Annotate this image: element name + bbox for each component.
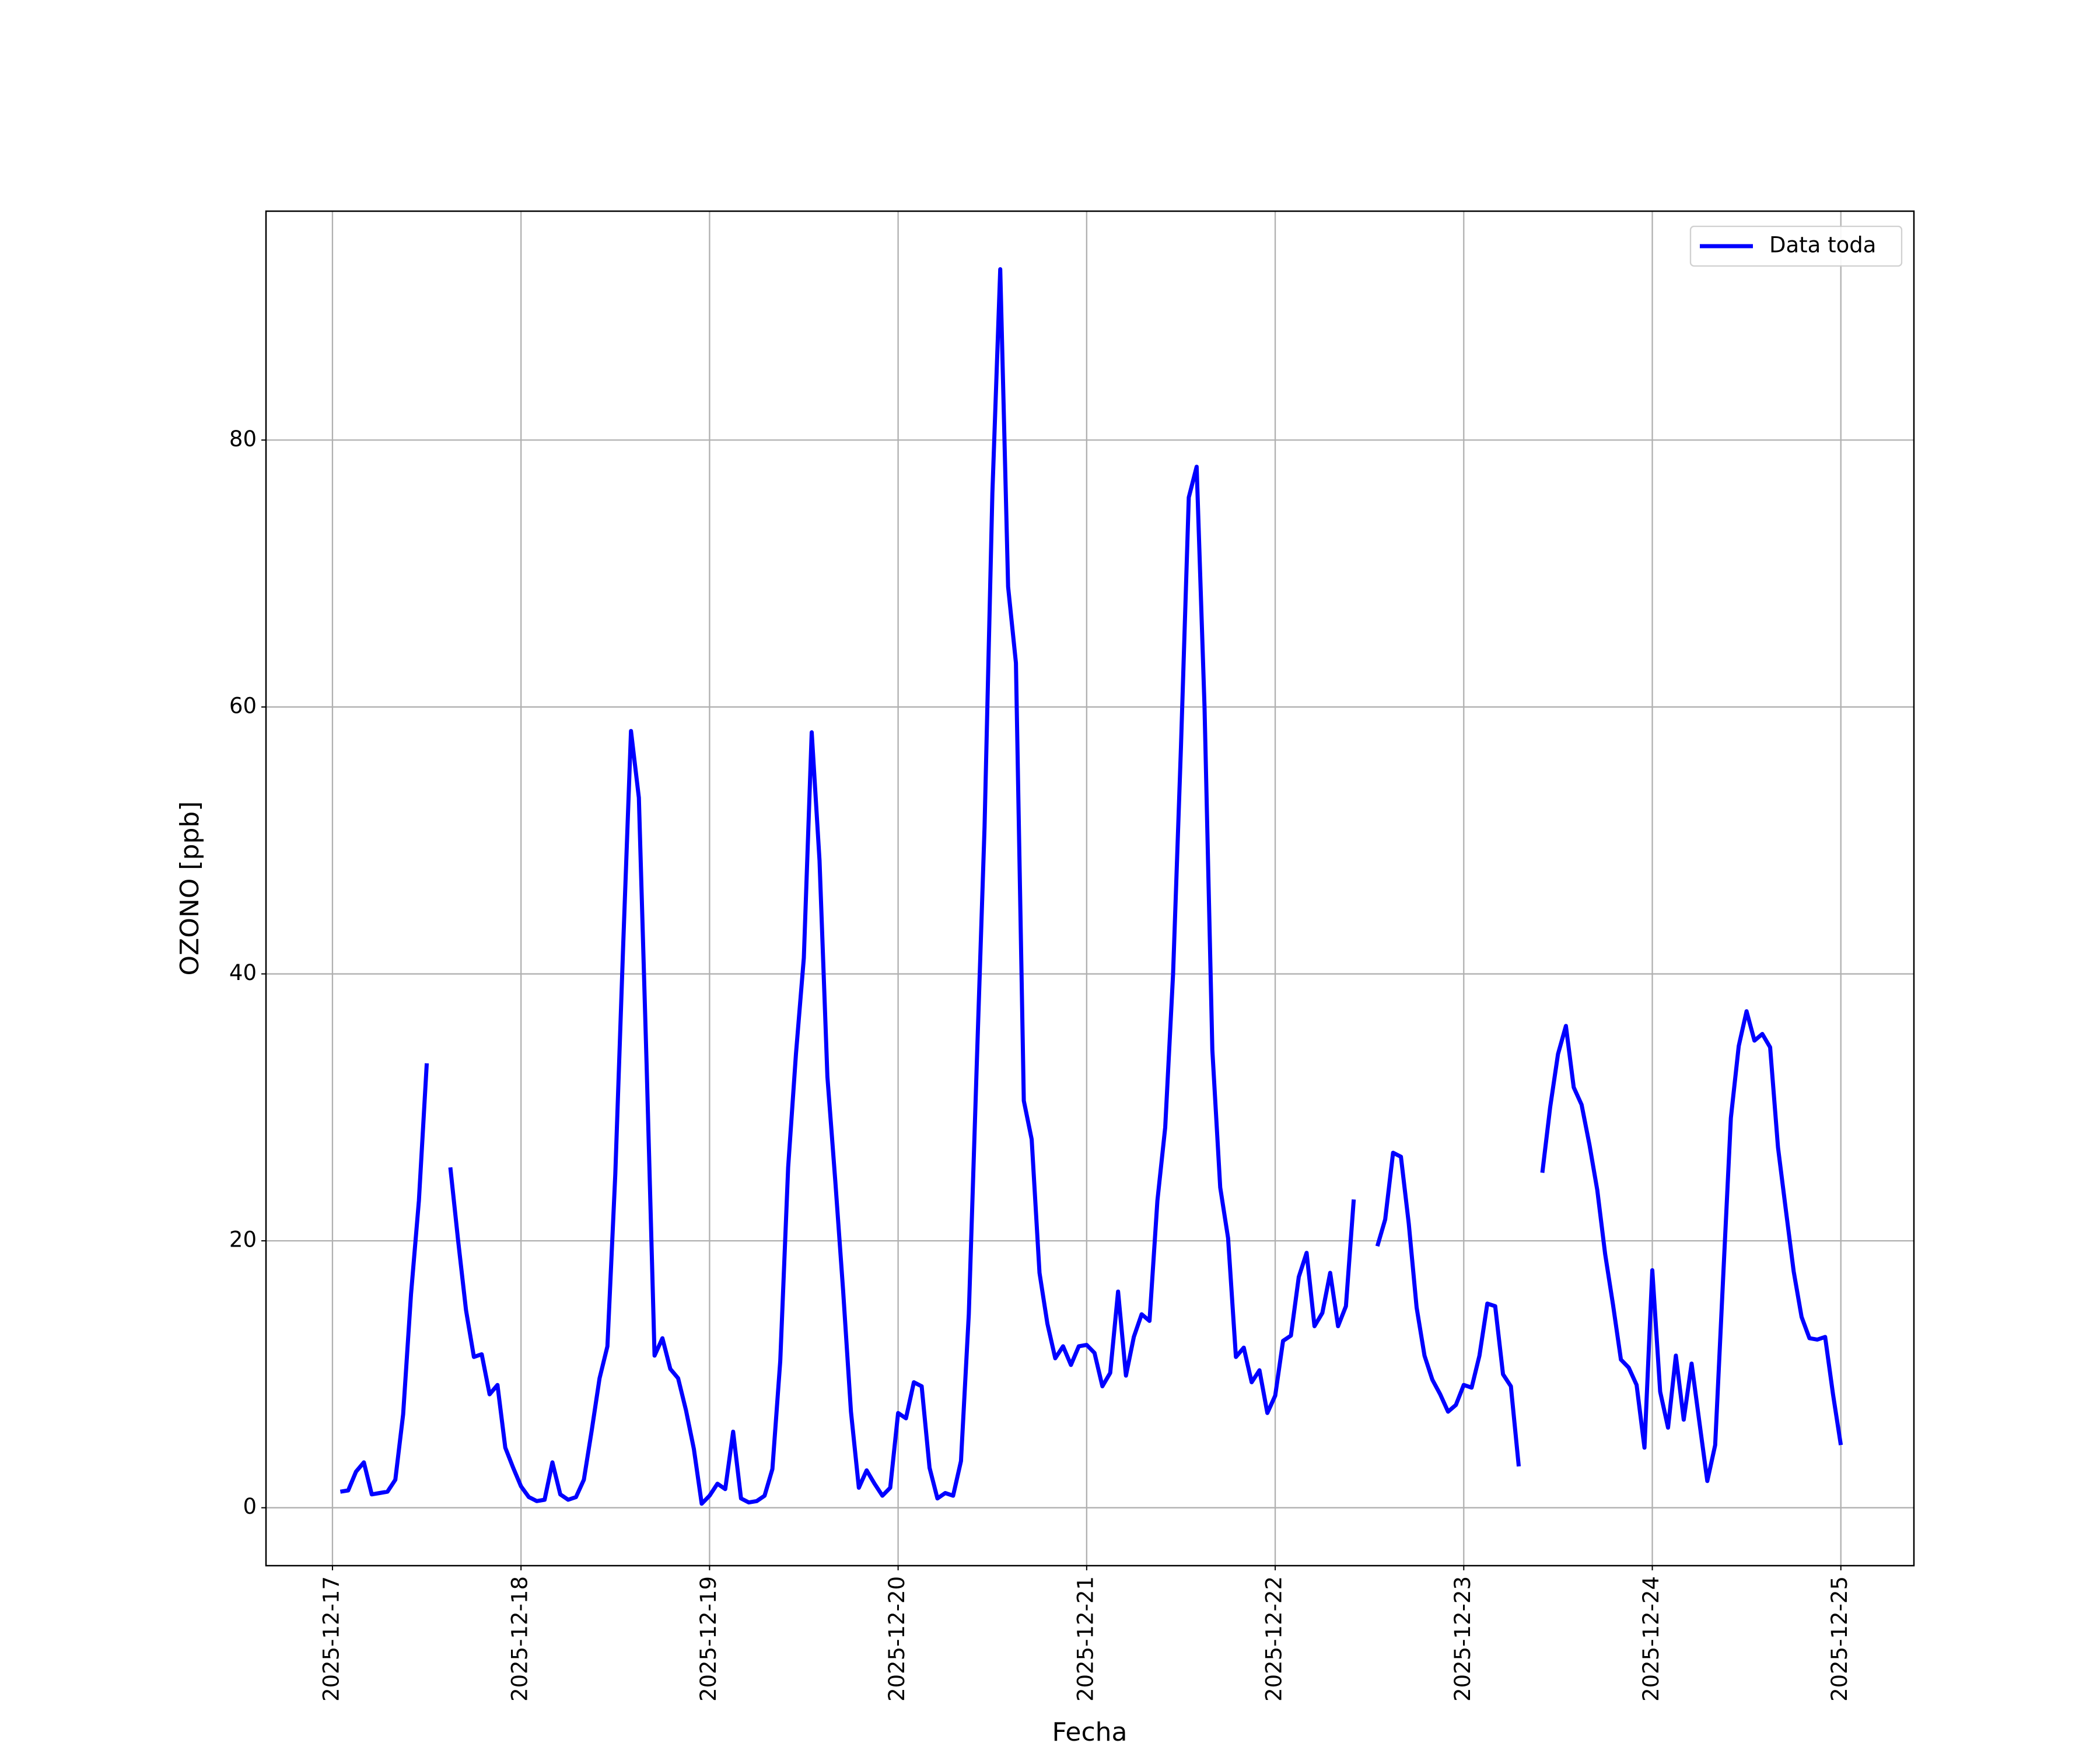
y-axis-label: OZONO [ppb] [175, 801, 205, 975]
y-tick-label: 0 [243, 1494, 257, 1519]
y-tick-label: 60 [229, 693, 257, 718]
x-tick-label: 2025-12-25 [1827, 1576, 1852, 1702]
data-line [340, 267, 1843, 1506]
legend: Data toda [1689, 225, 1903, 267]
legend-label: Data toda [1769, 233, 1876, 258]
x-axis-label: Fecha [1052, 1717, 1127, 1747]
x-tick-label: 2025-12-22 [1262, 1576, 1287, 1702]
x-tick-label: 2025-12-21 [1073, 1576, 1098, 1702]
plot-frame [265, 210, 1915, 1567]
y-tick-label: 20 [229, 1227, 257, 1252]
x-tick-label: 2025-12-23 [1450, 1576, 1475, 1702]
x-tick-label: 2025-12-19 [696, 1576, 721, 1702]
y-tick-label: 80 [229, 426, 257, 452]
x-tick-label: 2025-12-20 [884, 1576, 909, 1702]
legend-box [1689, 225, 1903, 267]
y-tick-label: 40 [229, 960, 257, 985]
x-tick-label: 2025-12-24 [1639, 1576, 1664, 1702]
x-tick-label: 2025-12-17 [318, 1576, 344, 1702]
x-tick-label: 2025-12-18 [508, 1576, 533, 1702]
